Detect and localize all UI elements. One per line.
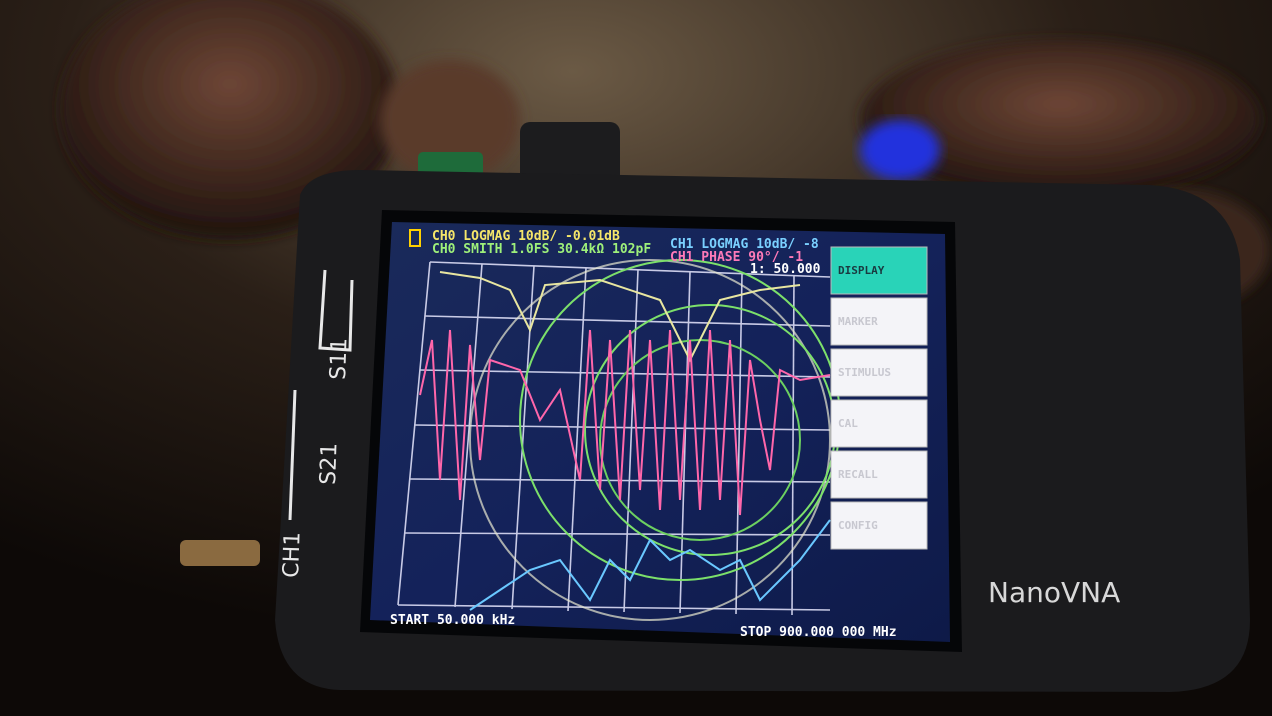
brand: NanoVNA: [988, 576, 1120, 609]
sma-port: [180, 540, 260, 566]
led-glow: [860, 120, 940, 180]
menu-label: RECALL: [838, 468, 878, 481]
port-label: S11: [326, 337, 352, 380]
trace-header: CH0 SMITH 1.0FS 30.4kΩ 102pF: [432, 242, 651, 257]
menu-button: [830, 450, 928, 499]
finger: [860, 40, 1260, 200]
menu: DISPLAY MARKER STIMULUS CAL RECALL CONFIG: [830, 246, 928, 550]
battery: [409, 229, 421, 247]
port-label: CH1: [279, 531, 306, 578]
stop-frequency: STOP 900.000 000 MHz: [740, 625, 897, 640]
finger: [380, 60, 520, 180]
menu-button: [830, 399, 928, 448]
menu-button: [830, 297, 928, 346]
traces: [419, 259, 841, 621]
port-label: S21: [316, 442, 342, 485]
menu-label: CONFIG: [838, 519, 878, 532]
marker-readout: 1: 50.000: [750, 262, 821, 277]
menu-button: [830, 501, 928, 550]
trace-header: CH1 PHASE 90°/ -1: [670, 250, 803, 265]
trace-header: CH1 LOGMAG 10dB/ -8: [670, 237, 819, 252]
menu-button: [830, 246, 928, 295]
menu-label: DISPLAY: [838, 264, 885, 277]
menu-button: [830, 348, 928, 397]
menu-label: MARKER: [838, 315, 878, 328]
start-frequency: START 50.000 kHz: [390, 613, 515, 628]
port-markings: [288, 269, 354, 521]
screen: [370, 222, 950, 642]
menu-label: CAL: [838, 417, 858, 430]
trace-header: CH0 LOGMAG 10dB/ -0.01dB: [432, 229, 620, 244]
menu-label: STIMULUS: [838, 366, 891, 379]
